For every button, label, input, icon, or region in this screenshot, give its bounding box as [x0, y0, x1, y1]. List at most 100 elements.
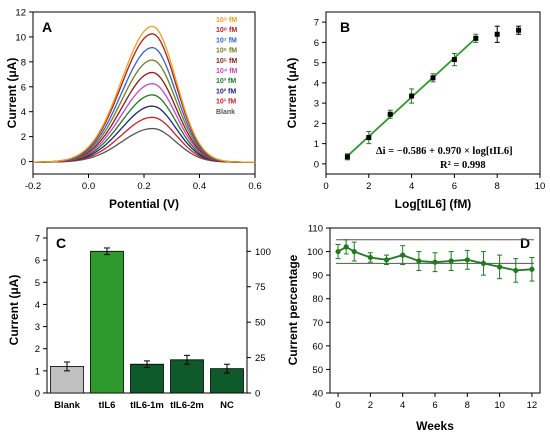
panel-b-data-point: [430, 75, 436, 81]
panel-c-y-tick-label: 2: [35, 344, 40, 355]
panel-b-y-tick-label: 7: [314, 18, 319, 29]
panel-c-y-tick-label: 4: [35, 300, 40, 311]
panel-d-label: D: [520, 235, 530, 251]
panel-d-data-point: [400, 252, 406, 258]
panel-c-y2-tick-label: 50: [255, 318, 266, 329]
panel-b-y-tick-label: 5: [314, 58, 319, 69]
panel-d-series-line: [337, 245, 532, 272]
panel-b-data-point: [366, 135, 372, 141]
panel-b-x-tick-label: 4: [409, 181, 414, 192]
panel-a-x-tick-label: 0.4: [193, 181, 206, 192]
panel-a-legend-entry: 10⁵ fM: [216, 58, 237, 65]
panel-c-y-tick-label: 0: [35, 389, 40, 400]
panel-c-category-label: tIL6-2m: [170, 400, 204, 411]
panel-c-label: C: [56, 235, 66, 251]
panel-a-x-axis-label: Potential (V): [109, 197, 179, 211]
panel-b-x-tick-label: 8: [495, 181, 500, 192]
panel-b-y-tick-label: 6: [314, 38, 319, 49]
panel-d-data-point: [529, 266, 535, 272]
panel-a-y-tick-label: 6: [21, 82, 26, 93]
panel-d-x-tick-label: 10: [494, 400, 505, 411]
panel-d-y-tick-label: 60: [312, 341, 323, 352]
panel-d-data-point: [416, 258, 422, 264]
panel-a-legend-entry: 10² fM: [216, 88, 236, 95]
panel-d-y-tick-label: 40: [312, 389, 323, 400]
panel-a-curve: [33, 127, 255, 163]
panel-c-category-label: Blank: [54, 400, 81, 411]
panel-c-y-axis-label: Current (μA): [7, 275, 21, 346]
panel-c-y-tick-label: 7: [35, 234, 40, 245]
panel-a-curve: [33, 25, 256, 163]
panel-a-label: A: [42, 19, 52, 35]
panel-a-legend-entry: 10⁸ fM: [216, 27, 237, 34]
panel-a-x-tick-label: 0.6: [248, 181, 261, 192]
panel-d-x-tick-label: 8: [465, 400, 470, 411]
panel-c-y2-tick-label: 75: [255, 282, 266, 293]
panel-a-curve: [33, 83, 255, 163]
panel-a-legend-entry: 10³ fM: [216, 78, 236, 85]
panel-d-x-tick-label: 0: [335, 400, 340, 411]
panel-a-curve: [33, 116, 255, 163]
panel-a-legend-entry: 10¹ fM: [216, 99, 236, 106]
panel-b-x-tick-label: 0: [323, 181, 328, 192]
panel-c-y2-tick-label: 0: [255, 389, 260, 400]
panel-c-category-label: tIL6-1m: [130, 400, 164, 411]
panel-d-data-point: [464, 257, 470, 263]
panel-b-data-point: [473, 35, 479, 41]
panel-d-y-tick-label: 90: [312, 271, 323, 282]
panel-b-y-tick-label: 0: [314, 159, 319, 170]
panel-d-y-tick-label: 110: [308, 224, 323, 235]
panel-d-y-tick-label: 70: [312, 318, 323, 329]
panel-d-data-point: [448, 258, 454, 264]
panel-c-bar: [90, 250, 124, 394]
panel-b-y-tick-label: 1: [314, 139, 319, 150]
panel-c-category-label: NC: [220, 400, 234, 411]
panel-b-data-point: [451, 57, 457, 63]
panel-b-x-tick-label: 2: [366, 181, 371, 192]
panel-d-x-tick-label: 2: [368, 400, 373, 411]
panel-c-y2-tick-label: 25: [255, 353, 266, 364]
panel-a-y-tick-label: 2: [21, 132, 26, 143]
panel-c-y-tick-label: 5: [35, 278, 40, 289]
panel-b-y-tick-label: 2: [314, 119, 319, 130]
panel-d-x-tick-label: 4: [400, 400, 405, 411]
panel-d-x-tick-label: 6: [432, 400, 437, 411]
panel-d-data-point: [351, 248, 357, 255]
panel-a-y-tick-label: 0: [21, 157, 26, 168]
panel-b-y-tick-label: 3: [314, 99, 319, 110]
panel-a-x-tick-label: 0.2: [137, 181, 150, 192]
panel-d-data-point: [513, 267, 519, 274]
panel-d-data-point: [335, 248, 341, 255]
panel-a-legend-entry: Blank: [216, 109, 235, 116]
panel-b-r-squared: R² = 0.998: [440, 160, 486, 171]
panel-c-y-tick-label: 3: [35, 322, 40, 333]
panel-b-chart: B 0 2 4 6 8 10 0 1 2 3 4 5 6 7 Δi = −0.586 + 0.970 × …: [285, 11, 545, 211]
panel-a-x-tick-label: -0.2: [25, 181, 41, 192]
panel-d-data-point: [383, 257, 390, 263]
panel-d-chart: D 0 2 4 6 8 10 12 40 50 60 70 80 90 100 110 Weeks Curr…: [286, 224, 541, 433]
panel-d-y-tick-label: 100: [307, 247, 323, 258]
panel-b-equation: Δi = −0.586 + 0.970 × log[tIL6]: [376, 146, 513, 157]
panel-d-data-point: [480, 260, 487, 266]
panel-b-data-point: [494, 31, 500, 37]
panel-c-y2-tick-label: 100: [255, 247, 271, 258]
panel-a-y-tick-label: 8: [21, 57, 26, 68]
panel-b-data-point: [409, 93, 415, 99]
panel-a-x-tick-label: 0.0: [82, 181, 95, 192]
panel-b-y-tick-label: 4: [314, 78, 319, 89]
panel-a-y-axis-label: Current (μA): [5, 58, 19, 129]
panel-c-bar: [130, 363, 164, 394]
panel-a-legend-entry: 10⁴ fM: [216, 68, 238, 75]
panel-a-y-tick-label: 10: [15, 32, 26, 43]
panel-c-y-tick-label: 1: [35, 366, 40, 377]
panel-a-y-tick-label: 4: [21, 107, 26, 118]
panel-d-y-tick-label: 50: [312, 365, 323, 376]
panel-b-y-axis-label: Current (μA): [285, 58, 299, 129]
panel-d-data-point: [343, 244, 349, 250]
panel-c-category-label: tIL6: [99, 400, 116, 411]
panel-d-y-tick-label: 80: [312, 294, 323, 305]
panel-a-legend-entry: 10⁶ fM: [216, 48, 237, 55]
panel-c-bar: [170, 359, 204, 394]
panel-a-chart: A -0.2 0.0 0.2 0.4 0.6 0 2 4 6 8 10 12 10⁹ fM 10⁸ fM…: [5, 8, 262, 212]
